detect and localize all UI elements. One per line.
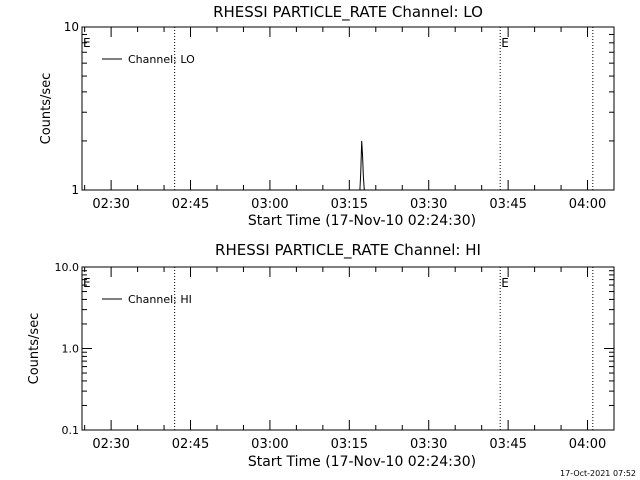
legend-entry: Channel: HI	[128, 293, 192, 306]
y-axis-label: Counts/sec	[27, 313, 42, 385]
event-marker-label: E	[501, 36, 509, 50]
y-tick-label: 10	[64, 20, 79, 34]
chart-title: RHESSI PARTICLE_RATE Channel: LO	[213, 3, 483, 22]
x-tick-label: 03:00	[251, 197, 288, 212]
x-tick-label: 04:00	[569, 197, 606, 212]
legend-entry: Channel: LO	[128, 53, 195, 66]
x-axis-label: Start Time (17-Nov-10 02:24:30)	[248, 213, 476, 229]
x-tick-label: 02:30	[92, 437, 129, 452]
plot-frame	[81, 26, 615, 191]
panel-channel-lo: RHESSI PARTICLE_RATE Channel: LO 1 10 Count…	[39, 3, 615, 229]
x-tick-label: 02:45	[172, 437, 209, 452]
y-tick-label: 10.0	[55, 261, 80, 274]
y-tick-label: 1.0	[62, 343, 80, 356]
x-tick-label: 03:15	[331, 197, 368, 212]
chart-title: RHESSI PARTICLE_RATE Channel: HI	[215, 241, 481, 260]
x-tick-label: 02:45	[172, 197, 209, 212]
x-tick-label: 03:00	[251, 437, 288, 452]
event-marker-label: E	[83, 36, 91, 50]
series-line	[359, 140, 366, 191]
x-tick-label: 03:30	[410, 437, 447, 452]
x-tick-label: 04:00	[569, 437, 606, 452]
y-axis-label: Counts/sec	[39, 73, 54, 145]
x-tick-label: 03:15	[331, 437, 368, 452]
x-axis-label: Start Time (17-Nov-10 02:24:30)	[248, 454, 476, 470]
y-tick-label: 1	[71, 183, 79, 197]
y-tick-label: 0.1	[62, 424, 80, 437]
footer-timestamp: 17-Oct-2021 07:52	[560, 469, 636, 478]
event-marker-label: E	[501, 276, 509, 290]
event-marker-label: E	[83, 276, 91, 290]
panel-channel-hi: RHESSI PARTICLE_RATE Channel: HI 0.1 1.0 10…	[27, 241, 615, 470]
x-tick-label: 02:30	[92, 197, 129, 212]
plot-frame	[81, 266, 615, 431]
x-tick-label: 03:30	[410, 197, 447, 212]
x-tick-label: 03:45	[489, 197, 526, 212]
x-tick-label: 03:45	[489, 437, 526, 452]
